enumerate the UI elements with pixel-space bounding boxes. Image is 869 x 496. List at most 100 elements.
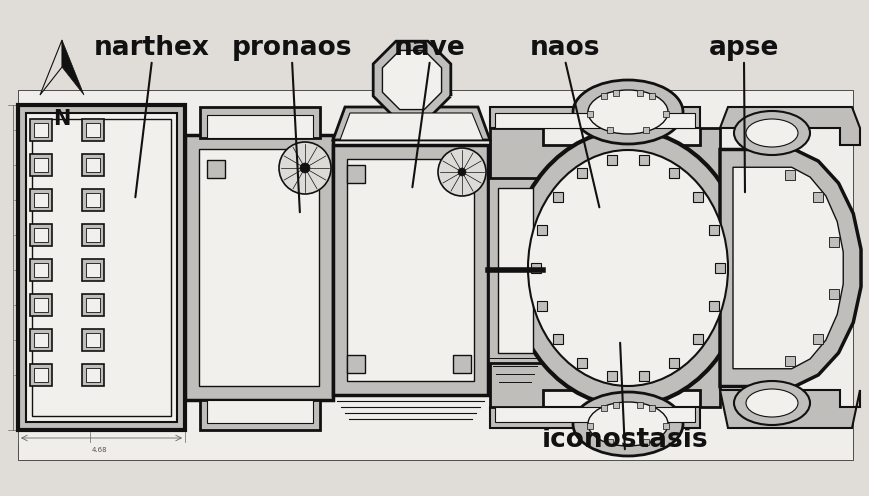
Ellipse shape — [509, 130, 745, 406]
Bar — [34, 158, 48, 172]
Bar — [662, 423, 668, 429]
Text: naos: naos — [529, 35, 600, 61]
Bar — [636, 402, 642, 408]
Bar — [607, 126, 613, 132]
Bar — [18, 90, 852, 460]
Bar — [26, 113, 176, 422]
Bar — [607, 372, 616, 381]
Polygon shape — [489, 128, 720, 407]
Bar — [693, 334, 703, 344]
Bar — [34, 368, 48, 382]
Bar — [607, 155, 616, 165]
Polygon shape — [333, 107, 489, 140]
Ellipse shape — [573, 80, 682, 144]
Circle shape — [300, 163, 309, 173]
Bar — [30, 154, 52, 176]
Text: 4.68: 4.68 — [92, 447, 108, 453]
Bar — [714, 263, 724, 273]
Bar — [207, 160, 225, 178]
Bar — [34, 298, 48, 312]
Bar — [30, 224, 52, 246]
Polygon shape — [207, 400, 313, 423]
Bar — [613, 402, 619, 408]
Polygon shape — [185, 135, 333, 400]
Bar — [82, 259, 104, 281]
Bar — [34, 333, 48, 347]
Polygon shape — [489, 107, 700, 128]
Bar — [333, 145, 488, 395]
Bar — [785, 356, 794, 366]
Polygon shape — [200, 400, 320, 430]
Bar — [86, 368, 100, 382]
Bar — [693, 192, 703, 202]
Bar — [30, 364, 52, 386]
Bar — [347, 165, 365, 183]
Bar — [82, 329, 104, 351]
Polygon shape — [200, 107, 320, 138]
Bar — [812, 192, 822, 202]
Bar — [536, 301, 546, 310]
Bar — [82, 154, 104, 176]
Bar — [30, 294, 52, 316]
Circle shape — [457, 168, 466, 176]
Bar — [453, 355, 470, 373]
Bar — [812, 333, 822, 344]
Bar — [86, 263, 100, 277]
Polygon shape — [720, 390, 859, 428]
Polygon shape — [40, 40, 62, 95]
Bar — [642, 126, 648, 132]
Bar — [587, 111, 593, 117]
Bar — [347, 159, 474, 381]
Bar — [668, 168, 678, 178]
Bar — [552, 192, 562, 202]
Bar — [82, 364, 104, 386]
Text: narthex: narthex — [94, 35, 209, 61]
Bar — [34, 228, 48, 242]
Bar — [30, 119, 52, 141]
Circle shape — [437, 148, 486, 196]
Bar — [32, 119, 171, 416]
Text: iconostasis: iconostasis — [541, 427, 707, 453]
Bar — [86, 298, 100, 312]
Bar — [497, 188, 533, 353]
Bar — [828, 237, 838, 247]
Bar — [30, 259, 52, 281]
Text: apse: apse — [708, 35, 779, 61]
Polygon shape — [382, 51, 441, 110]
Bar — [530, 263, 541, 273]
Bar — [86, 158, 100, 172]
Bar — [785, 170, 794, 180]
Polygon shape — [18, 105, 185, 430]
Bar — [86, 333, 100, 347]
Bar — [607, 438, 613, 444]
Bar — [642, 438, 648, 444]
Ellipse shape — [587, 90, 667, 134]
Bar — [638, 155, 648, 165]
Bar — [347, 355, 365, 373]
Ellipse shape — [733, 111, 809, 155]
Bar — [587, 423, 593, 429]
Polygon shape — [733, 167, 842, 369]
Bar — [86, 193, 100, 207]
Bar — [708, 301, 719, 310]
Bar — [636, 90, 642, 96]
Bar — [576, 358, 587, 368]
Bar — [30, 329, 52, 351]
Bar — [708, 225, 719, 236]
Bar — [648, 405, 654, 411]
Bar — [576, 168, 587, 178]
Bar — [662, 111, 668, 117]
Bar — [86, 228, 100, 242]
Ellipse shape — [527, 150, 727, 386]
Bar — [600, 405, 607, 411]
Bar — [82, 294, 104, 316]
Bar — [668, 358, 678, 368]
Bar — [638, 372, 648, 381]
Ellipse shape — [573, 392, 682, 456]
Bar — [82, 119, 104, 141]
Bar — [82, 224, 104, 246]
Text: pronaos: pronaos — [231, 35, 352, 61]
Bar — [488, 178, 542, 363]
Text: nave: nave — [394, 35, 465, 61]
Polygon shape — [720, 149, 860, 386]
